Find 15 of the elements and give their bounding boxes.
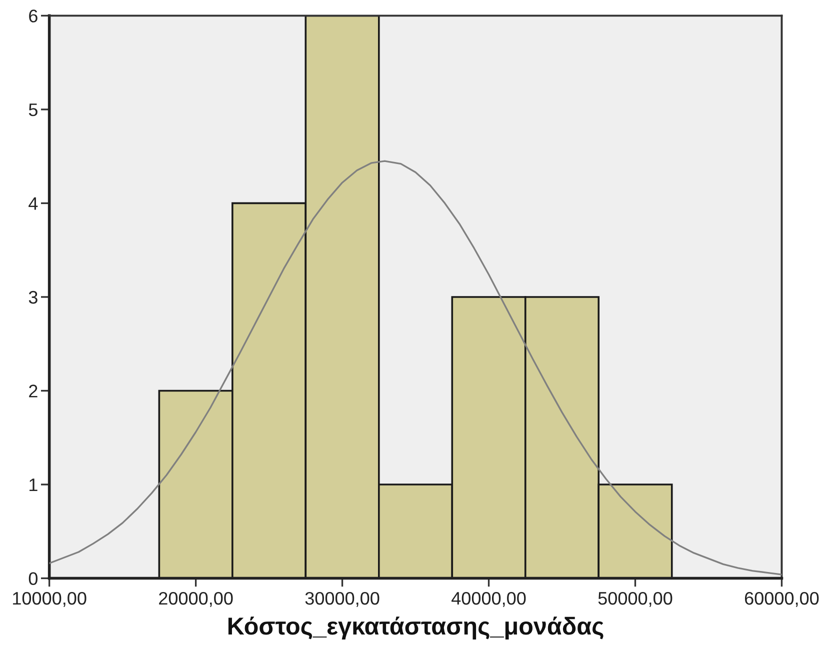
y-tick-label: 2: [29, 384, 38, 398]
x-tick-label: 50000,00: [598, 592, 672, 607]
x-tick-label: 20000,00: [159, 592, 233, 607]
x-tick-label: 10000,00: [13, 592, 86, 607]
x-tick-label: 60000,00: [744, 592, 819, 607]
line-series: [49, 160, 782, 576]
x-tick-label: 40000,00: [452, 592, 526, 607]
y-tick-label: 6: [29, 10, 38, 22]
y-tick-label: 5: [28, 104, 38, 116]
y-tick-label: 0: [28, 572, 38, 585]
y-tick-label: 3: [28, 290, 38, 304]
x-axis-title: Κόστος_εγκατάστασης_μονάδας: [228, 616, 604, 640]
y-tick-label: 4: [28, 197, 38, 210]
x-tick-label: 30000,00: [305, 592, 380, 607]
y-tick-label: 1: [30, 478, 38, 492]
